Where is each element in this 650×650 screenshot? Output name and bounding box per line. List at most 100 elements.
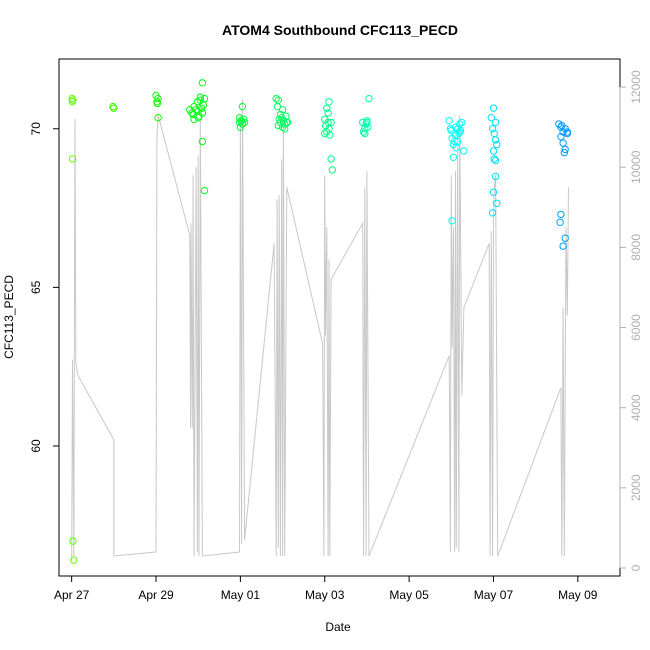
x-tick-label: Apr 29 [138, 588, 174, 602]
scatter-point [557, 123, 565, 131]
scatter-point [359, 118, 367, 127]
scatter-point [493, 140, 501, 149]
scatter-point [557, 210, 565, 219]
scatter-point [456, 126, 465, 135]
right-tick-label: 2000 [629, 474, 643, 501]
scatter-point [276, 110, 285, 119]
scatter-point [327, 155, 335, 163]
scatter-point [456, 128, 464, 136]
altitude-line [71, 99, 569, 561]
scatter-point [281, 125, 289, 133]
scatter-point [487, 114, 495, 122]
x-tick-label: May 09 [558, 588, 598, 602]
scatter-point [194, 114, 202, 122]
right-tick-label: 6000 [629, 314, 643, 341]
scatter-point [196, 93, 205, 101]
scatter-point [489, 147, 498, 155]
scatter-point [328, 166, 336, 174]
scatter-point [451, 123, 460, 131]
scatter-point [445, 117, 453, 125]
altitude-line-layer [71, 99, 569, 561]
y-tick-label: 70 [29, 122, 43, 136]
scatter-point [559, 139, 567, 147]
right-tick-label: 8000 [629, 234, 643, 261]
scatter-point [326, 131, 334, 139]
scatter-point [198, 137, 207, 146]
scatter-point [278, 106, 287, 114]
scatter-point [70, 556, 78, 564]
scatter-point [556, 218, 564, 227]
scatter-point [448, 217, 456, 225]
x-tick-label: May 01 [221, 588, 261, 602]
scatter-point [558, 121, 566, 130]
y-axis: 60 65 70 [29, 122, 60, 453]
x-tick-label: May 03 [305, 588, 345, 602]
scatter-point [69, 96, 77, 104]
scatter-point [446, 125, 455, 133]
y-axis-label: CFC113_PECD [2, 275, 16, 359]
plot-frame [58, 58, 621, 577]
scatter-point [361, 129, 369, 138]
scatter-point [198, 109, 207, 117]
scatter-point [458, 118, 466, 127]
scatter-point [490, 155, 498, 163]
right-y-axis: 0 2000 4000 6000 8000 10000 12000 [619, 70, 643, 571]
scatter-point [491, 172, 500, 181]
scatter-point [198, 79, 207, 87]
scatter-point [365, 94, 373, 103]
x-tick-label: Apr 27 [54, 588, 90, 602]
scatter-point [200, 94, 209, 103]
scatter-point [489, 188, 498, 196]
right-tick-label: 10000 [629, 150, 643, 184]
scatter-point [460, 147, 468, 155]
y-tick-label: 60 [29, 439, 43, 453]
scatter-point [557, 133, 565, 141]
scatter-point [278, 114, 286, 122]
scatter-point [453, 137, 462, 146]
scatter-point [154, 114, 162, 122]
scatter-point [238, 102, 247, 111]
scatter-point [274, 96, 282, 104]
scatter-point [491, 136, 500, 144]
scatter-point [240, 115, 248, 124]
scatter-point [559, 242, 567, 250]
x-tick-label: May 05 [389, 588, 429, 602]
scatter-point [283, 118, 292, 127]
scatter-point [488, 209, 497, 217]
y-tick-label: 65 [29, 280, 43, 294]
x-axis: Apr 27 Apr 29 May 01 May 03 May 05 May 07 May … [54, 575, 598, 602]
scatter-point [563, 128, 571, 136]
scatter-point [491, 156, 500, 165]
right-tick-label: 4000 [629, 394, 643, 421]
scatter-point [491, 118, 500, 127]
x-axis-label: Date [325, 620, 351, 634]
scatter-point [324, 109, 332, 117]
scatter-point [561, 234, 569, 242]
scatter-point [561, 145, 569, 154]
scatter-point [488, 125, 497, 133]
scatter-point [363, 118, 371, 127]
scatter-point [192, 106, 200, 114]
scatter-point [493, 199, 501, 208]
scatter-point [321, 129, 329, 138]
scatter-point [272, 94, 280, 103]
scatter-point [237, 117, 246, 125]
right-tick-label: 12000 [629, 70, 643, 104]
scatter-point-layer [68, 79, 571, 564]
chart-title: ATOM4 Southbound CFC113_PECD [222, 22, 458, 38]
scatter-point [560, 148, 568, 157]
x-tick-label: May 07 [474, 588, 514, 602]
scatter-point [200, 186, 209, 195]
scatter-point [359, 128, 368, 136]
scatter-point [489, 104, 498, 112]
scatter-point [68, 155, 77, 163]
scatter-point [323, 104, 331, 112]
scatter-point [154, 94, 162, 103]
scatter-point [69, 537, 77, 545]
scatter-point [190, 115, 198, 124]
scatter-point [327, 118, 335, 127]
scatter-point [325, 98, 333, 106]
scatter-point [110, 104, 118, 112]
scatter-point [153, 99, 162, 108]
